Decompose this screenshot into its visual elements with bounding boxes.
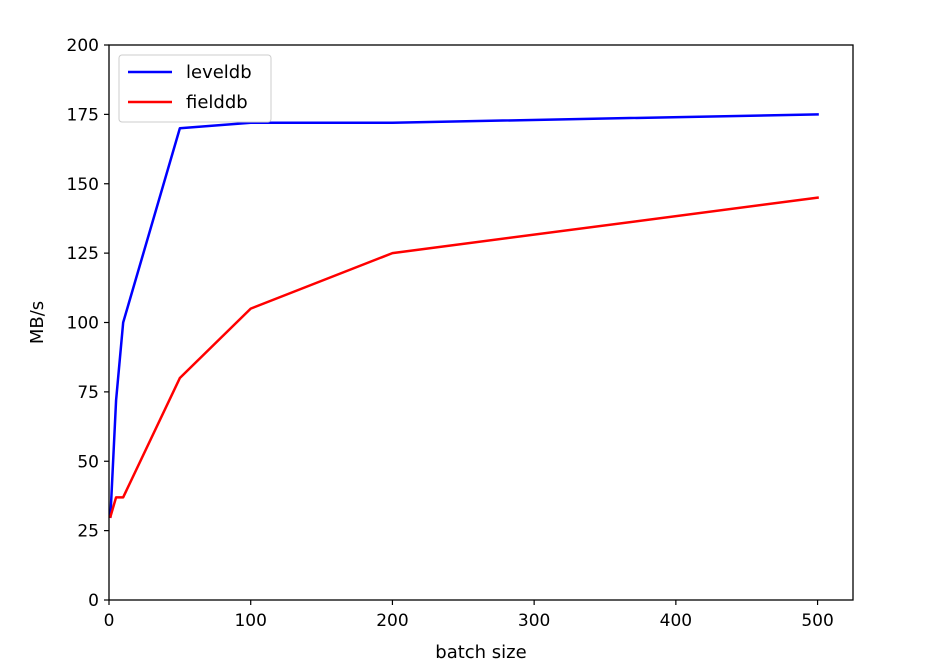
- y-tick-label: 100: [67, 314, 99, 334]
- series-line-leveldb: [109, 113, 819, 519]
- legend-label-leveldb: leveldb: [186, 62, 252, 83]
- y-tick-label: 0: [88, 591, 99, 611]
- y-tick-label: 200: [67, 36, 99, 56]
- x-tick-label: 400: [660, 611, 692, 631]
- x-tick-label: 500: [801, 611, 833, 631]
- x-tick-label: 100: [234, 611, 266, 631]
- legend-label-fielddb: fielddb: [186, 92, 248, 113]
- y-tick-label: 150: [67, 175, 99, 195]
- legend: leveldb fielddb: [118, 54, 272, 123]
- y-tick-label: 25: [77, 522, 99, 542]
- y-tick-label: 75: [77, 383, 99, 403]
- series-layer: [108, 113, 819, 519]
- y-axis-ticks: 0 25 50 75 100 125 150 175 200: [67, 36, 109, 611]
- y-axis-label: MB/s: [27, 301, 48, 344]
- x-tick-label: 300: [518, 611, 550, 631]
- series-line-fielddb: [108, 196, 819, 519]
- x-tick-label: 200: [376, 611, 408, 631]
- y-tick-label: 50: [77, 452, 99, 472]
- y-tick-label: 125: [67, 244, 99, 264]
- x-tick-label: 0: [104, 611, 115, 631]
- y-tick-label: 175: [67, 105, 99, 125]
- x-axis-ticks: 0 100 200 300 400 500: [104, 600, 834, 631]
- x-axis-label: batch size: [435, 642, 526, 663]
